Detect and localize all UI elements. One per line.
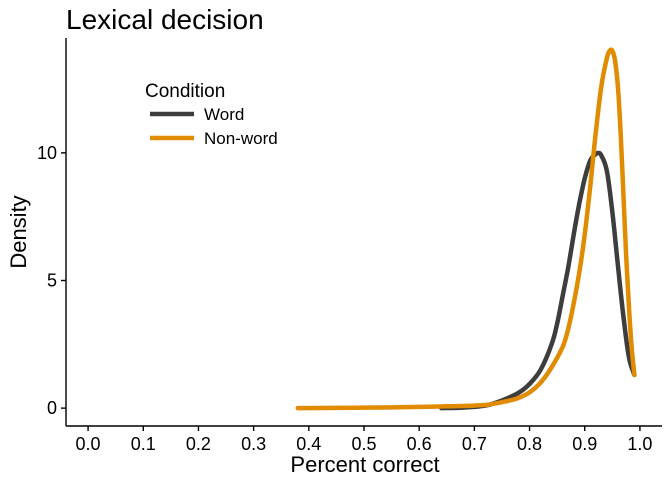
legend-title: Condition	[145, 81, 225, 102]
x-tick-label: 1.0	[627, 434, 652, 454]
x-tick-label: 0.8	[517, 434, 542, 454]
x-tick-label: 0.9	[572, 434, 597, 454]
x-axis-ticks: 0.0 0.1 0.2 0.3 0.4 0.5 0.6 0.7 0.8 0.9 1.0	[76, 426, 652, 454]
x-tick-label: 0.5	[351, 434, 376, 454]
x-tick-label: 0.7	[462, 434, 487, 454]
legend-items: Word Non-word	[150, 105, 278, 148]
y-tick-label: 0	[47, 398, 57, 418]
x-axis-title: Percent correct	[290, 452, 439, 477]
series-line-word	[439, 150, 637, 411]
legend-label-word: Word	[204, 105, 244, 124]
y-tick-label: 5	[47, 271, 57, 291]
x-tick-label: 0.3	[241, 434, 266, 454]
legend: Condition Word Non-word	[145, 81, 278, 148]
y-axis-ticks: 0 5 10	[37, 143, 66, 418]
series-lines	[295, 47, 637, 411]
legend-label-non-word: Non-word	[204, 129, 278, 148]
x-tick-label: 0.4	[296, 434, 321, 454]
x-tick-label: 0.1	[131, 434, 156, 454]
series-line-non-word	[295, 47, 637, 411]
y-axis-title: Density	[6, 195, 31, 268]
x-tick-label: 0.0	[76, 434, 101, 454]
plot-area: 0 5 10 0.0 0.1 0.2 0.3 0.4 0.5 0.6 0.7 0.8 0.9 1.0	[37, 38, 662, 454]
y-tick-label: 10	[37, 143, 57, 163]
x-tick-label: 0.2	[186, 434, 211, 454]
x-tick-label: 0.6	[407, 434, 432, 454]
chart-title: Lexical decision	[66, 4, 264, 35]
